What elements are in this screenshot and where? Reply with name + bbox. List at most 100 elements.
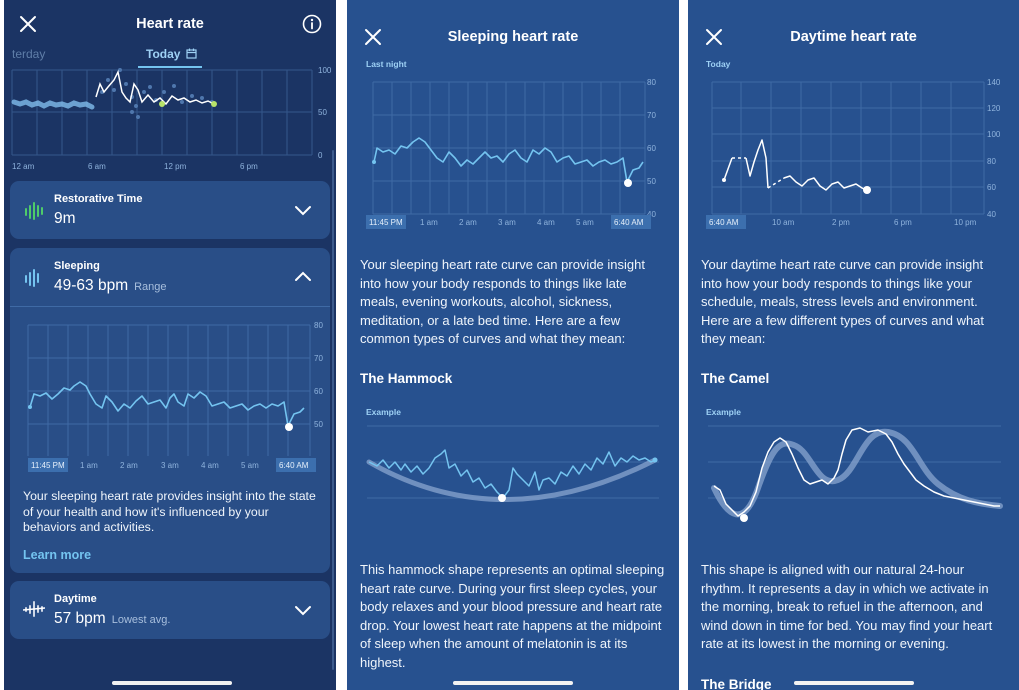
sleep-x-tick: 4 am [537, 218, 555, 227]
date-tab-yesterday[interactable]: terday [12, 47, 46, 61]
day-x-tick: 2 pm [832, 218, 850, 227]
hammock-description: This hammock shape represents an optimal… [360, 562, 665, 670]
restorative-label: Restorative Time [54, 193, 143, 205]
sleeping-value: 49-63 bpm Range [54, 277, 167, 295]
daytime-value: 57 bpm Lowest avg. [54, 610, 170, 628]
page-title: Daytime heart rate [790, 29, 917, 45]
example-label: Example [706, 407, 741, 417]
overview-x-tick: 12 am [12, 162, 35, 171]
day-x-tick: 6:40 AM [709, 218, 739, 227]
next-section-title: The Bridge [701, 677, 772, 690]
day-y-tick: 120 [987, 104, 1001, 113]
day-x-tick: 10 am [772, 218, 795, 227]
restorative-bars-icon [25, 202, 43, 220]
sleep-x-tick: 11:45 PM [369, 218, 403, 227]
close-icon[interactable] [363, 27, 383, 47]
sleep-y-tick: 70 [647, 111, 656, 120]
sleeping-hr-chart: 80 70 60 50 40 11:45 PM 1 am 2 am 3 am 4… [366, 78, 656, 229]
sleep-y-tick: 50 [647, 177, 656, 186]
overview-x-tick: 6 pm [240, 162, 258, 171]
day-y-tick: 140 [987, 78, 1001, 87]
chart-period-label: Last night [366, 59, 407, 69]
sleeping-y-tick: 60 [314, 387, 323, 396]
home-indicator[interactable] [112, 681, 232, 685]
overview-chart: 100 50 0 12 am 6 am 12 pm 6 pm [11, 66, 332, 171]
chevron-down-icon[interactable] [294, 605, 312, 617]
page-title: Sleeping heart rate [447, 29, 579, 45]
sleeping-description: Your sleeping heart rate provides insigh… [23, 489, 316, 534]
sleep-y-tick: 40 [647, 210, 656, 219]
intro-text: Your daytime heart rate curve can provid… [701, 257, 985, 347]
close-icon[interactable] [704, 27, 724, 47]
sleep-x-tick: 1 am [420, 218, 438, 227]
daytime-card[interactable]: Daytime 57 bpm Lowest avg. [10, 581, 330, 639]
overview-y-tick: 100 [318, 66, 332, 75]
divider [10, 306, 330, 307]
heart-rate-screen: Heart rate terday Today 100 50 0 12 am 6… [4, 0, 336, 690]
scrollbar[interactable] [332, 150, 334, 670]
daytime-label: Daytime [54, 593, 97, 605]
daytime-bars-icon [23, 601, 45, 617]
learn-more-link[interactable]: Learn more [23, 548, 92, 562]
day-x-tick: 10 pm [954, 218, 977, 227]
overview-x-tick: 12 pm [164, 162, 187, 171]
sleeping-x-tick: 4 am [201, 461, 219, 470]
sleeping-y-tick: 80 [314, 321, 323, 330]
page-title: Heart rate [136, 16, 204, 32]
chevron-up-icon[interactable] [294, 270, 312, 282]
section-title: The Hammock [360, 371, 453, 386]
sleeping-label: Sleeping [54, 260, 100, 272]
sleep-x-tick: 3 am [498, 218, 516, 227]
sleeping-card: Sleeping 49-63 bpm Range 80 70 60 50 [10, 248, 330, 573]
sleep-x-tick: 6:40 AM [614, 218, 644, 227]
sleeping-heart-rate-screen: Sleeping heart rate Last night 80 70 60 … [347, 0, 679, 690]
sleeping-x-tick: 1 am [80, 461, 98, 470]
sleep-y-tick: 60 [647, 144, 656, 153]
chevron-down-icon[interactable] [294, 205, 312, 217]
date-tab-today[interactable]: Today [146, 47, 197, 61]
sleeping-range-label: Range [134, 281, 167, 293]
section-title: The Camel [701, 371, 770, 386]
today-underline [138, 66, 202, 68]
example-label: Example [366, 407, 401, 417]
sleeping-y-tick: 50 [314, 420, 323, 429]
calendar-icon [186, 48, 197, 59]
sleeping-x-tick: 5 am [241, 461, 259, 470]
sleep-x-tick: 5 am [576, 218, 594, 227]
restorative-value: 9m [54, 210, 76, 227]
info-icon[interactable] [302, 14, 322, 34]
camel-example-chart [708, 425, 1003, 522]
intro-text: Your sleeping heart rate curve can provi… [360, 257, 645, 347]
daytime-heart-rate-screen: Daytime heart rate Today 140 120 100 80 … [688, 0, 1019, 690]
daytime-hr-chart: 140 120 100 80 60 40 6:40 AM 10 am 2 pm … [706, 78, 1001, 229]
date-today-label: Today [146, 47, 181, 61]
sleeping-range-value: 49-63 bpm [54, 277, 129, 294]
hammock-example-chart [366, 425, 659, 502]
restorative-time-card[interactable]: Restorative Time 9m [10, 181, 330, 239]
overview-y-tick: 0 [318, 151, 323, 160]
sleeping-x-tick: 6:40 AM [279, 461, 309, 470]
sleeping-y-tick: 70 [314, 354, 323, 363]
daytime-bpm: 57 bpm [54, 610, 106, 627]
close-icon[interactable] [18, 14, 38, 34]
sleeping-bars-icon [25, 269, 39, 287]
day-y-tick: 60 [987, 183, 996, 192]
chart-period-label: Today [706, 59, 731, 69]
home-indicator[interactable] [453, 681, 573, 685]
sleeping-x-tick: 2 am [120, 461, 138, 470]
day-y-tick: 40 [987, 210, 996, 219]
overview-y-tick: 50 [318, 108, 327, 117]
overview-scatter [100, 68, 214, 119]
day-x-tick: 6 pm [894, 218, 912, 227]
sleeping-x-tick: 11:45 PM [31, 461, 65, 470]
home-indicator[interactable] [794, 681, 914, 685]
sleeping-x-tick: 3 am [161, 461, 179, 470]
daytime-sub-label: Lowest avg. [111, 614, 171, 626]
sleep-y-tick: 80 [647, 78, 656, 87]
overview-x-tick: 6 am [88, 162, 106, 171]
sleeping-chart: 80 70 60 50 11:45 PM 1 am 2 am 3 am 4 am… [27, 321, 323, 472]
day-y-tick: 100 [987, 130, 1001, 139]
day-y-tick: 80 [987, 157, 996, 166]
sleep-x-tick: 2 am [459, 218, 477, 227]
camel-description: This shape is aligned with our natural 2… [701, 562, 993, 652]
